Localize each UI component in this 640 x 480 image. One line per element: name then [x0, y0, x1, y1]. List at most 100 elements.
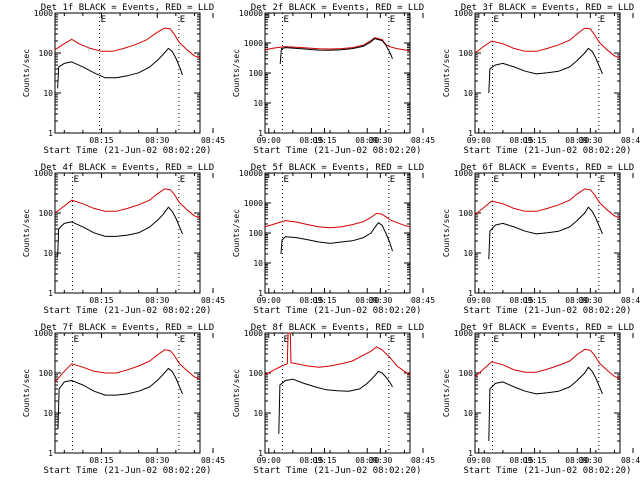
y-tick-label: 1 [258, 129, 263, 138]
x-tick-label: 09:00 [257, 296, 281, 305]
x-tick-label: 09:30 [368, 456, 392, 465]
y-tick-label: 100 [39, 209, 54, 218]
event-marker-flag: E [600, 175, 605, 185]
x-tick-label: 09:15 [523, 136, 547, 145]
x-tick-label: 08:15 [89, 296, 113, 305]
x-axis-label: Start Time (21-Jun-02 08:02:20) [44, 466, 212, 476]
lld-rate-line [54, 27, 201, 59]
x-axis-label: Start Time (21-Jun-02 08:02:20) [254, 466, 422, 476]
y-tick-label: 10 [43, 249, 53, 258]
y-tick-label: 10 [253, 409, 263, 418]
x-tick-label: 09:00 [257, 456, 281, 465]
x-axis-label: Start Time (21-Jun-02 08:02:20) [464, 146, 632, 156]
x-tick-label: 09:30 [578, 296, 602, 305]
plot-frame [474, 12, 621, 134]
x-tick-label: 08:15 [509, 456, 533, 465]
y-tick-label: 10000 [239, 169, 263, 178]
event-marker-flag: E [180, 175, 185, 185]
y-tick-label: 1 [468, 129, 473, 138]
y-tick-label: 100 [249, 369, 264, 378]
y-axis-label: Counts/sec [442, 49, 451, 97]
x-tick-label: 08:45 [411, 296, 435, 305]
panel-title: Det 5f BLACK = Events, RED = LLD [251, 163, 424, 173]
y-axis-label: Counts/sec [22, 209, 31, 257]
x-tick-label: 09:00 [467, 136, 491, 145]
panel-title: Det 6f BLACK = Events, RED = LLD [461, 163, 634, 173]
events-rate-line [488, 206, 603, 260]
event-marker-flag: E [101, 15, 106, 25]
y-tick-label: 1000 [34, 169, 53, 178]
event-marker-flag: E [493, 175, 498, 185]
y-tick-label: 1000 [34, 9, 53, 18]
panel-title: Det 9f BLACK = Events, RED = LLD [461, 323, 634, 333]
events-rate-line [488, 47, 603, 94]
x-tick-label: 09:00 [467, 296, 491, 305]
plot-frame [264, 332, 411, 454]
lld-rate-line [264, 332, 411, 376]
x-tick-label: 08:45 [411, 136, 435, 145]
event-marker-flag: E [73, 335, 78, 345]
detector-panel-3: Det 3f BLACK = Events, RED = LLD 1 10 100 10… [442, 3, 640, 156]
event-marker-flag: E [390, 175, 395, 185]
y-tick-label: 100 [39, 369, 54, 378]
x-axis-label: Start Time (21-Jun-02 08:02:20) [464, 306, 632, 316]
x-tick-label: 08:30 [145, 296, 169, 305]
plot-frame [474, 172, 621, 294]
y-tick-label: 10000 [239, 9, 263, 18]
x-tick-label: 08:15 [299, 456, 323, 465]
x-tick-label: 08:45 [621, 296, 640, 305]
x-tick-label: 09:15 [313, 136, 337, 145]
lld-rate-line [264, 37, 411, 52]
y-axis-label: Counts/sec [22, 369, 31, 417]
y-tick-label: 10 [253, 99, 263, 108]
y-tick-label: 1000 [244, 39, 263, 48]
detector-panel-6: Det 6f BLACK = Events, RED = LLD 1 10 100 10… [442, 163, 640, 316]
event-marker-flag: E [493, 15, 498, 25]
lld-rate-line [474, 188, 621, 219]
y-tick-label: 1000 [454, 9, 473, 18]
y-tick-label: 10 [253, 259, 263, 268]
x-tick-label: 09:15 [523, 296, 547, 305]
events-rate-line [57, 47, 183, 89]
plot-frame [54, 172, 201, 294]
y-tick-label: 1 [258, 449, 263, 458]
event-marker-flag: E [180, 15, 185, 25]
lld-rate-line [54, 188, 201, 219]
detector-panel-4: Det 4f BLACK = Events, RED = LLD11010010… [22, 163, 393, 316]
lld-rate-line [474, 348, 621, 380]
detector-panel-7: Det 7f BLACK = Events, RED = LLD11010010… [22, 323, 393, 476]
x-tick-label: 08:15 [299, 296, 323, 305]
x-tick-label: 08:45 [621, 456, 640, 465]
x-tick-label: 08:30 [565, 136, 589, 145]
y-tick-label: 1 [468, 289, 473, 298]
y-tick-label: 1000 [454, 169, 473, 178]
y-axis-label: Counts/sec [232, 49, 241, 97]
panel-title: Det 3f BLACK = Events, RED = LLD [461, 3, 634, 13]
x-tick-label: 08:15 [299, 136, 323, 145]
x-tick-label: 09:30 [368, 136, 392, 145]
detector-panel-8: Det 8f BLACK = Events, RED = LLD11010010… [232, 323, 603, 476]
event-marker-flag: E [73, 175, 78, 185]
x-tick-label: 08:30 [355, 296, 379, 305]
events-rate-line [488, 366, 603, 442]
detector-panel-5: Det 5f BLACK = Events, RED = LLD11010010… [232, 163, 603, 316]
lld-rate-line [264, 212, 411, 229]
y-tick-label: 100 [39, 49, 54, 58]
x-tick-label: 08:45 [201, 456, 225, 465]
event-marker-flag: E [180, 335, 185, 345]
event-marker-flag: E [283, 175, 288, 185]
y-tick-label: 1 [48, 449, 53, 458]
x-tick-label: 08:15 [89, 456, 113, 465]
lld-rate-line [474, 27, 621, 59]
y-tick-label: 10 [463, 409, 473, 418]
y-tick-label: 1000 [454, 329, 473, 338]
y-axis-label: Counts/sec [232, 209, 241, 257]
y-axis-label: Counts/sec [442, 209, 451, 257]
x-axis-label: Start Time (21-Jun-02 08:02:20) [44, 146, 212, 156]
x-tick-label: 09:00 [257, 136, 281, 145]
y-tick-label: 1000 [244, 199, 263, 208]
lld-rate-line [54, 349, 201, 383]
x-tick-label: 08:30 [355, 136, 379, 145]
event-marker-flag: E [390, 15, 395, 25]
